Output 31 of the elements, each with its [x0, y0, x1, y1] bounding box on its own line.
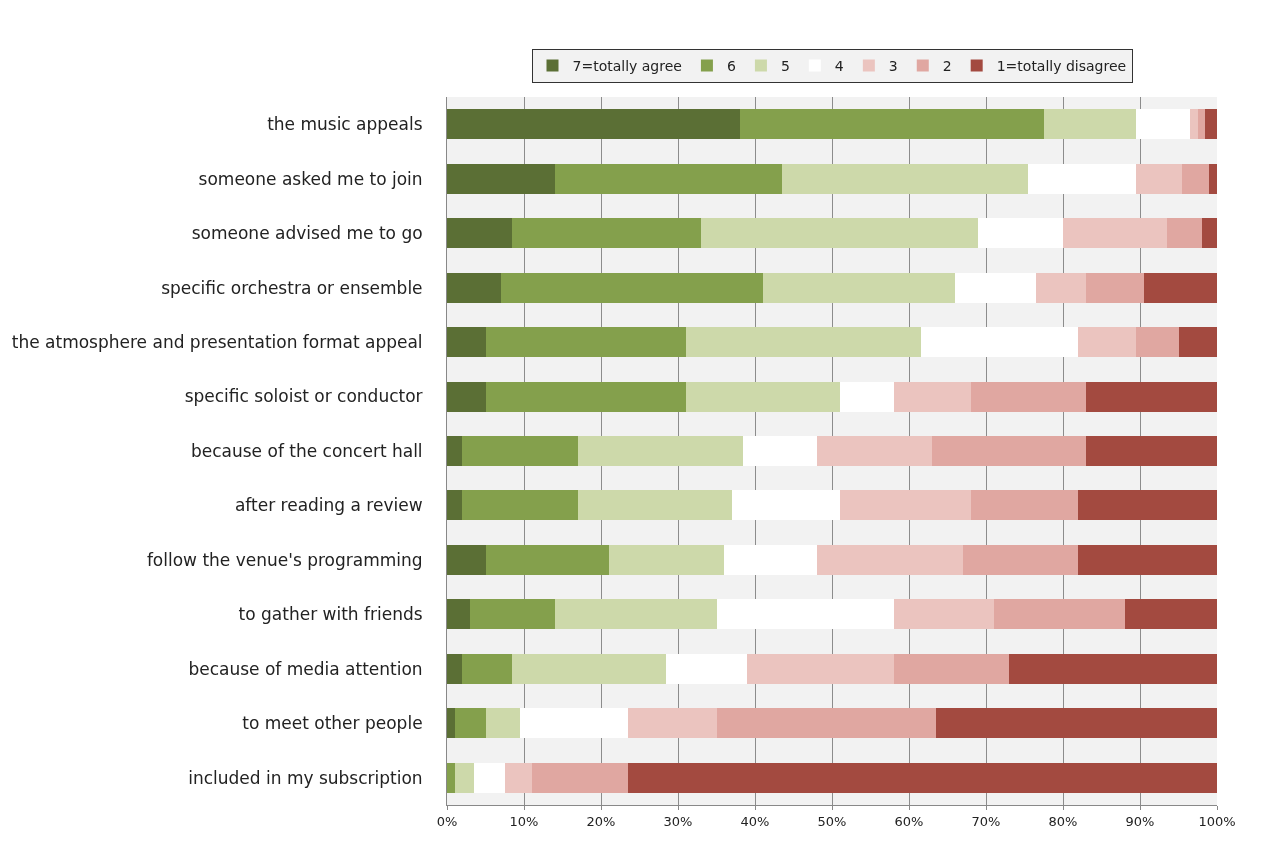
- y-tick-label: specific soloist or conductor: [184, 386, 423, 407]
- legend-label: 7=totally agree: [572, 57, 682, 74]
- y-tick-label: the atmosphere and presentation format appeal: [11, 332, 423, 353]
- legend-label: 2: [942, 57, 952, 74]
- x-tick-label: 60%: [894, 813, 924, 829]
- y-tick-label: someone asked me to join: [198, 168, 423, 189]
- y-tick-label: after reading a review: [234, 495, 423, 516]
- y-tick-label: someone advised me to go: [191, 223, 423, 244]
- y-tick-label: specific orchestra or ensemble: [161, 277, 423, 298]
- x-tick-label: 80%: [1048, 813, 1078, 829]
- x-tick-label: 100%: [1198, 813, 1236, 829]
- x-tick-label: 40%: [740, 813, 770, 829]
- y-tick-label: because of the concert hall: [190, 440, 423, 461]
- x-tick-label: 0%: [436, 813, 458, 829]
- y-tick-label: the music appeals: [267, 114, 423, 135]
- y-tick-label: to meet other people: [242, 713, 423, 734]
- x-tick-label: 10%: [509, 813, 539, 829]
- x-tick-label: 30%: [663, 813, 693, 829]
- x-tick-label: 70%: [971, 813, 1001, 829]
- x-tick-label: 90%: [1125, 813, 1155, 829]
- y-tick-label: included in my subscription: [188, 767, 423, 788]
- y-tick-label: follow the venue's programming: [146, 549, 423, 570]
- legend-label: 6: [726, 57, 736, 74]
- x-tick-label: 50%: [817, 813, 847, 829]
- legend-label: 5: [780, 57, 790, 74]
- x-tick-label: 20%: [586, 813, 616, 829]
- legend-label: 3: [888, 57, 898, 74]
- legend-label: 1=totally disagree: [996, 57, 1127, 74]
- legend-label: 4: [834, 57, 844, 74]
- y-tick-label: to gather with friends: [238, 604, 423, 625]
- y-tick-label: because of media attention: [188, 658, 423, 679]
